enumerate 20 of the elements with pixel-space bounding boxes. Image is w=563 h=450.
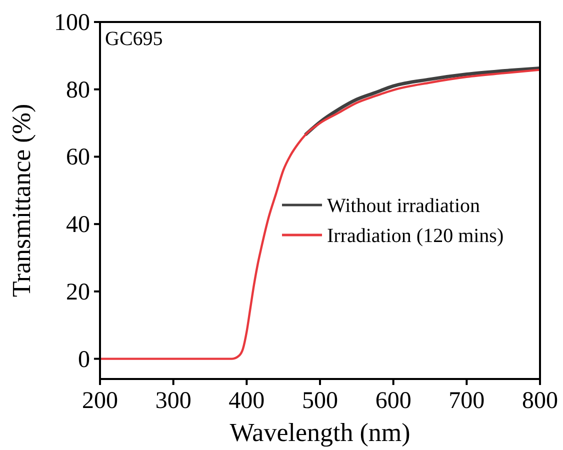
x-tick-label: 700 — [448, 388, 485, 414]
legend-label: Irradiation (120 mins) — [327, 225, 504, 247]
y-tick-label: 80 — [66, 77, 90, 104]
y-axis-title: Transmittance (%) — [7, 104, 36, 298]
y-tick-label: 60 — [66, 144, 90, 171]
x-tick-label: 200 — [82, 388, 118, 414]
x-tick-label: 400 — [228, 388, 265, 414]
y-tick-label: 20 — [66, 279, 90, 306]
x-axis-title: Wavelength (nm) — [230, 418, 410, 447]
x-tick-label: 800 — [522, 388, 558, 414]
x-tick-label: 500 — [302, 388, 338, 414]
annotation: GC695 — [105, 28, 163, 50]
legend-label: Without irradiation — [327, 195, 480, 217]
y-tick-label: 40 — [66, 212, 90, 238]
line-series — [304, 66, 542, 137]
x-tick-label: 600 — [375, 388, 412, 414]
x-tick-label: 300 — [155, 388, 192, 414]
line-series — [98, 68, 542, 360]
y-tick-label: 100 — [54, 10, 90, 36]
y-tick-label: 0 — [78, 346, 90, 373]
